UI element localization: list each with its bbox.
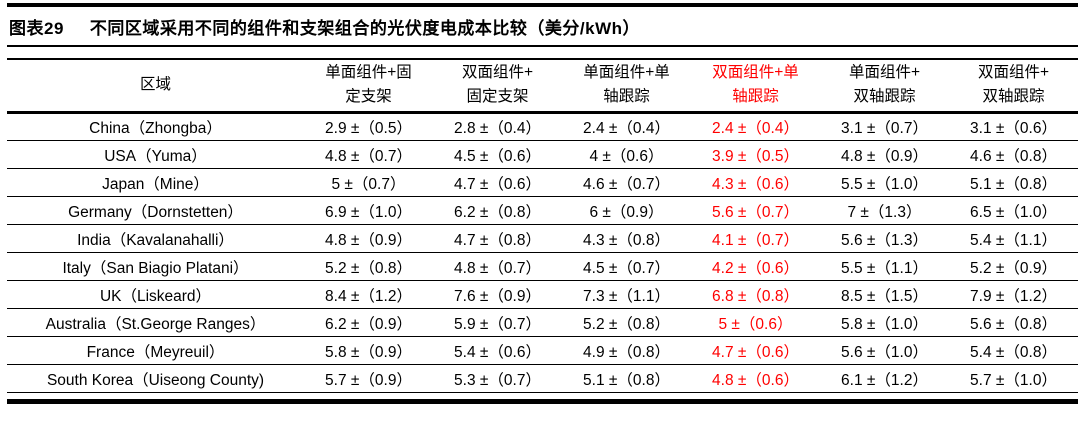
column-header-5: 单面组件+ 双轴跟踪	[820, 59, 949, 114]
chart-title-text: 不同区域采用不同的组件和支架组合的光伏度电成本比较（美分/kWh）	[89, 19, 641, 38]
value-cell: 4 ±（0.6）	[562, 140, 691, 169]
region-cell: China（Zhongba）	[7, 112, 304, 141]
value-cell: 6 ±（0.9）	[562, 196, 691, 225]
value-cell: 4.6 ±（0.8）	[949, 140, 1078, 169]
value-cell: 5 ±（0.6）	[691, 308, 820, 337]
value-cell: 5.6 ±（1.0）	[820, 336, 949, 365]
value-cell: 6.2 ±（0.9）	[304, 308, 433, 337]
value-cell: 2.8 ±（0.4）	[433, 112, 562, 141]
region-cell: Italy（San Biagio Platani）	[7, 252, 304, 281]
chart-title: 图表29 不同区域采用不同的组件和支架组合的光伏度电成本比较（美分/kWh）	[7, 3, 1078, 47]
value-cell: 4.8 ±（0.9）	[304, 224, 433, 253]
value-cell: 5.5 ±（1.0）	[820, 168, 949, 197]
value-cell: 6.8 ±（0.8）	[691, 280, 820, 309]
table-row: Australia（St.George Ranges） 6.2 ±（0.9） 5.9…	[7, 308, 1078, 337]
table-row: Japan（Mine） 5 ±（0.7） 4.7 ±（0.6） 4.6 ±（0.7） 4…	[7, 168, 1078, 197]
value-cell: 6.2 ±（0.8）	[433, 196, 562, 225]
value-cell: 2.4 ±（0.4）	[562, 112, 691, 141]
value-cell: 5.6 ±（0.8）	[949, 308, 1078, 337]
lcoe-comparison-table: 区域 单面组件+固 定支架 双面组件+ 固定支架 单面组件+单 轴跟踪 双面组件+单 …	[7, 58, 1078, 393]
value-cell: 5.6 ±（1.3）	[820, 224, 949, 253]
value-cell: 4.8 ±（0.9）	[820, 140, 949, 169]
column-header-4: 双面组件+单 轴跟踪	[691, 59, 820, 114]
value-cell: 2.4 ±（0.4）	[691, 112, 820, 141]
value-cell: 7 ±（1.3）	[820, 196, 949, 225]
value-cell: 4.3 ±（0.8）	[562, 224, 691, 253]
table-row: France（Meyreuil） 5.8 ±（0.9） 5.4 ±（0.6） 4.9 …	[7, 336, 1078, 365]
table-row: UK（Liskeard） 8.4 ±（1.2） 7.6 ±（0.9） 7.3 ±（1.…	[7, 280, 1078, 309]
value-cell: 3.1 ±（0.7）	[820, 112, 949, 141]
value-cell: 7.3 ±（1.1）	[562, 280, 691, 309]
value-cell: 4.2 ±（0.6）	[691, 252, 820, 281]
value-cell: 4.7 ±（0.8）	[433, 224, 562, 253]
chart-title-number: 图表29	[9, 19, 64, 38]
region-cell: UK（Liskeard）	[7, 280, 304, 309]
value-cell: 5.2 ±（0.8）	[304, 252, 433, 281]
value-cell: 4.5 ±（0.6）	[433, 140, 562, 169]
column-header-3: 单面组件+单 轴跟踪	[562, 59, 691, 114]
value-cell: 5.7 ±（1.0）	[949, 364, 1078, 393]
value-cell: 4.7 ±（0.6）	[691, 336, 820, 365]
value-cell: 5.1 ±（0.8）	[949, 168, 1078, 197]
region-column-header: 区域	[7, 59, 304, 114]
region-cell: Germany（Dornstetten）	[7, 196, 304, 225]
value-cell: 5.4 ±（0.8）	[949, 336, 1078, 365]
value-cell: 4.8 ±（0.7）	[433, 252, 562, 281]
value-cell: 5.7 ±（0.9）	[304, 364, 433, 393]
value-cell: 6.1 ±（1.2）	[820, 364, 949, 393]
value-cell: 8.4 ±（1.2）	[304, 280, 433, 309]
value-cell: 3.9 ±（0.5）	[691, 140, 820, 169]
table-row: China（Zhongba） 2.9 ±（0.5） 2.8 ±（0.4） 2.4 ±（…	[7, 112, 1078, 141]
value-cell: 5.4 ±（1.1）	[949, 224, 1078, 253]
value-cell: 4.9 ±（0.8）	[562, 336, 691, 365]
value-cell: 4.7 ±（0.6）	[433, 168, 562, 197]
region-cell: Japan（Mine）	[7, 168, 304, 197]
value-cell: 7.6 ±（0.9）	[433, 280, 562, 309]
column-header-1: 单面组件+固 定支架	[304, 59, 433, 114]
region-cell: South Korea（Uiseong County)	[7, 364, 304, 393]
region-cell: India（Kavalanahalli）	[7, 224, 304, 253]
value-cell: 5.6 ±（0.7）	[691, 196, 820, 225]
table-body: China（Zhongba） 2.9 ±（0.5） 2.8 ±（0.4） 2.4 ±（…	[7, 112, 1078, 393]
value-cell: 5.4 ±（0.6）	[433, 336, 562, 365]
value-cell: 5.2 ±（0.8）	[562, 308, 691, 337]
value-cell: 6.5 ±（1.0）	[949, 196, 1078, 225]
value-cell: 8.5 ±（1.5）	[820, 280, 949, 309]
value-cell: 3.1 ±（0.6）	[949, 112, 1078, 141]
value-cell: 4.3 ±（0.6）	[691, 168, 820, 197]
value-cell: 4.8 ±（0.7）	[304, 140, 433, 169]
value-cell: 5.2 ±（0.9）	[949, 252, 1078, 281]
table-row: USA（Yuma） 4.8 ±（0.7） 4.5 ±（0.6） 4 ±（0.6） 3.9…	[7, 140, 1078, 169]
table-row: Italy（San Biagio Platani） 5.2 ±（0.8） 4.8 ±…	[7, 252, 1078, 281]
value-cell: 2.9 ±（0.5）	[304, 112, 433, 141]
value-cell: 5.9 ±（0.7）	[433, 308, 562, 337]
table-row: South Korea（Uiseong County) 5.7 ±（0.9） 5.3…	[7, 364, 1078, 393]
bottom-border-rule	[7, 399, 1078, 404]
column-header-6: 双面组件+ 双轴跟踪	[949, 59, 1078, 114]
value-cell: 4.1 ±（0.7）	[691, 224, 820, 253]
value-cell: 4.5 ±（0.7）	[562, 252, 691, 281]
value-cell: 6.9 ±（1.0）	[304, 196, 433, 225]
value-cell: 7.9 ±（1.2）	[949, 280, 1078, 309]
region-cell: France（Meyreuil）	[7, 336, 304, 365]
column-header-2: 双面组件+ 固定支架	[433, 59, 562, 114]
region-cell: Australia（St.George Ranges）	[7, 308, 304, 337]
value-cell: 5.1 ±（0.8）	[562, 364, 691, 393]
value-cell: 5.3 ±（0.7）	[433, 364, 562, 393]
value-cell: 5.5 ±（1.1）	[820, 252, 949, 281]
region-cell: USA（Yuma）	[7, 140, 304, 169]
value-cell: 4.8 ±（0.6）	[691, 364, 820, 393]
header-row: 区域 单面组件+固 定支架 双面组件+ 固定支架 单面组件+单 轴跟踪 双面组件+单 …	[7, 59, 1078, 114]
value-cell: 5.8 ±（0.9）	[304, 336, 433, 365]
table-row: Germany（Dornstetten） 6.9 ±（1.0） 6.2 ±（0.8）…	[7, 196, 1078, 225]
value-cell: 4.6 ±（0.7）	[562, 168, 691, 197]
table-row: India（Kavalanahalli） 4.8 ±（0.9） 4.7 ±（0.8）…	[7, 224, 1078, 253]
value-cell: 5 ±（0.7）	[304, 168, 433, 197]
value-cell: 5.8 ±（1.0）	[820, 308, 949, 337]
